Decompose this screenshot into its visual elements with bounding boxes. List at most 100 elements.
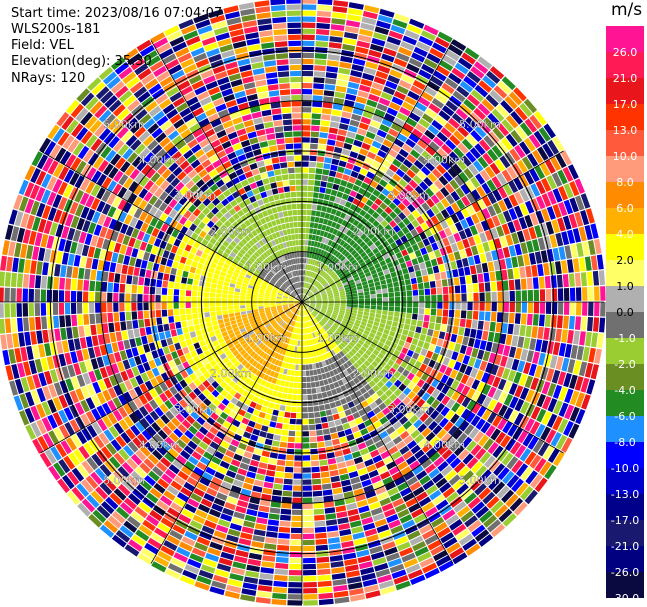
velocity-bin bbox=[118, 419, 129, 431]
velocity-bin bbox=[268, 317, 274, 321]
velocity-bin bbox=[496, 123, 510, 137]
velocity-bin bbox=[211, 278, 218, 284]
velocity-bin bbox=[80, 479, 94, 493]
velocity-bin bbox=[117, 340, 125, 351]
velocity-bin bbox=[193, 487, 205, 498]
velocity-bin bbox=[264, 381, 271, 389]
velocity-bin bbox=[49, 369, 59, 383]
velocity-bin bbox=[294, 346, 298, 352]
velocity-bin bbox=[470, 478, 483, 491]
velocity-bin bbox=[278, 410, 285, 417]
velocity-bin bbox=[288, 588, 302, 594]
velocity-bin bbox=[342, 485, 353, 493]
velocity-bin bbox=[288, 303, 294, 305]
velocity-bin bbox=[280, 514, 291, 521]
velocity-bin bbox=[372, 175, 382, 184]
velocity-bin bbox=[159, 495, 173, 506]
velocity-bin bbox=[326, 525, 339, 532]
velocity-bin bbox=[145, 351, 153, 361]
velocity-bin bbox=[279, 289, 285, 293]
velocity-bin bbox=[509, 497, 524, 512]
velocity-bin bbox=[149, 487, 163, 499]
velocity-bin bbox=[338, 411, 346, 419]
velocity-bin bbox=[487, 386, 497, 398]
velocity-bin bbox=[448, 474, 461, 486]
velocity-bin bbox=[357, 153, 366, 162]
velocity-bin bbox=[198, 441, 209, 451]
velocity-bin bbox=[428, 235, 436, 244]
velocity-bin bbox=[162, 425, 173, 436]
velocity-bin bbox=[403, 341, 411, 349]
velocity-bin bbox=[78, 325, 85, 338]
velocity-bin bbox=[265, 361, 271, 368]
velocity-bin bbox=[428, 322, 435, 330]
velocity-bin bbox=[314, 180, 321, 187]
velocity-bin bbox=[338, 225, 345, 232]
velocity-bin bbox=[70, 241, 78, 254]
velocity-bin bbox=[302, 52, 314, 59]
velocity-bin bbox=[353, 235, 360, 242]
velocity-bin bbox=[294, 334, 297, 340]
velocity-bin bbox=[310, 313, 314, 319]
velocity-bin bbox=[586, 379, 596, 395]
velocity-bin bbox=[183, 264, 191, 272]
velocity-bin bbox=[302, 203, 307, 209]
velocity-bin bbox=[329, 383, 335, 390]
velocity-bin bbox=[400, 466, 412, 476]
velocity-bin bbox=[313, 289, 318, 294]
velocity-bin bbox=[97, 334, 105, 345]
velocity-bin bbox=[289, 295, 295, 299]
velocity-bin bbox=[567, 259, 574, 273]
velocity-bin bbox=[389, 416, 398, 426]
velocity-bin bbox=[208, 482, 220, 492]
velocity-bin bbox=[322, 305, 328, 308]
velocity-bin bbox=[521, 290, 528, 302]
velocity-bin bbox=[242, 482, 253, 491]
velocity-bin bbox=[332, 413, 340, 421]
velocity-bin bbox=[434, 249, 442, 258]
velocity-bin bbox=[132, 437, 143, 449]
velocity-bin bbox=[490, 523, 506, 538]
velocity-bin bbox=[393, 370, 401, 379]
velocity-bin bbox=[166, 421, 177, 432]
velocity-bin bbox=[198, 393, 207, 402]
velocity-bin bbox=[389, 393, 398, 402]
velocity-bin bbox=[274, 346, 279, 352]
velocity-bin bbox=[30, 422, 42, 438]
velocity-bin bbox=[540, 250, 548, 263]
velocity-bin bbox=[277, 538, 290, 545]
velocity-bin bbox=[272, 330, 278, 337]
velocity-bin bbox=[488, 459, 501, 472]
velocity-bin bbox=[329, 327, 335, 333]
velocity-bin bbox=[131, 366, 140, 377]
velocity-bin bbox=[342, 227, 349, 234]
velocity-bin bbox=[344, 346, 351, 353]
velocity-bin bbox=[315, 538, 328, 545]
velocity-bin bbox=[395, 580, 411, 591]
velocity-bin bbox=[363, 360, 371, 367]
velocity-bin bbox=[322, 257, 327, 264]
velocity-bin bbox=[271, 495, 282, 502]
velocity-bin bbox=[458, 230, 467, 240]
velocity-bin bbox=[270, 303, 276, 306]
velocity-bin bbox=[303, 545, 315, 552]
velocity-bin bbox=[185, 367, 194, 376]
velocity-bin bbox=[375, 313, 382, 319]
velocity-bin bbox=[520, 278, 527, 290]
velocity-bin bbox=[471, 201, 481, 213]
velocity-bin bbox=[281, 496, 292, 503]
velocity-bin bbox=[176, 348, 184, 357]
velocity-bin bbox=[143, 294, 149, 302]
velocity-bin bbox=[272, 322, 278, 328]
velocity-bin bbox=[341, 540, 354, 548]
velocity-bin bbox=[201, 345, 209, 353]
velocity-bin bbox=[570, 243, 578, 258]
velocity-bin bbox=[271, 290, 278, 294]
velocity-bin bbox=[316, 296, 322, 299]
velocity-bin bbox=[518, 217, 528, 230]
velocity-bin bbox=[387, 359, 395, 367]
velocity-bin bbox=[502, 280, 509, 291]
velocity-bin bbox=[336, 282, 342, 287]
velocity-bin bbox=[409, 325, 416, 332]
velocity-bin bbox=[414, 185, 424, 195]
